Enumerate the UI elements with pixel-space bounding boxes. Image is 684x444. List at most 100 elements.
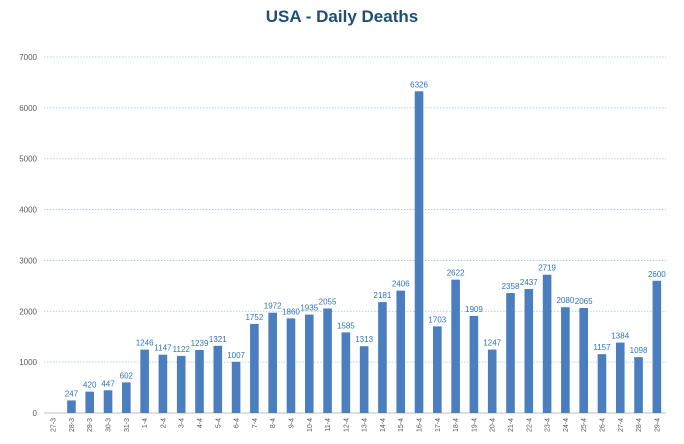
bar: [304, 314, 314, 413]
x-tick-label: 31-3: [124, 418, 131, 432]
bar: [67, 400, 76, 413]
bar: [140, 349, 149, 413]
bar: [542, 274, 552, 413]
bar: [231, 361, 241, 413]
x-tick-label: 7-4: [252, 418, 259, 428]
x-tick-label: 22-4: [526, 418, 533, 432]
data-label: 1313: [355, 335, 373, 344]
bar: [469, 315, 479, 413]
data-label: 1239: [191, 339, 209, 348]
bar: [451, 279, 460, 413]
x-tick-label: 2-4: [160, 418, 167, 428]
data-label: 2358: [502, 282, 520, 291]
data-label: 1752: [245, 313, 263, 322]
bar: [268, 312, 277, 413]
y-tick-label: 3000: [19, 256, 37, 265]
data-label: 2406: [392, 280, 410, 289]
bar: [487, 349, 497, 413]
data-label: 2055: [319, 297, 337, 306]
bar: [323, 308, 332, 413]
bar: [176, 355, 186, 413]
y-axis-ticks: 0 1000 2000 3000 4000 5000 6000 7000: [19, 53, 37, 418]
data-label: 420: [83, 381, 97, 390]
bar: [396, 290, 406, 413]
bar: [213, 345, 223, 413]
x-tick-label: 10-4: [307, 418, 314, 432]
y-tick-label: 5000: [19, 155, 37, 164]
data-label: 1122: [173, 345, 191, 354]
data-label: 1321: [209, 335, 227, 344]
bar: [634, 357, 643, 413]
bar: [433, 326, 442, 413]
x-tick-label: 28-4: [636, 418, 643, 432]
data-label: 2065: [575, 297, 593, 306]
x-axis-ticks: 27-3 28-3 29-3 30-3 31-3 1-4 2-4 3-4 4-4 5-4 6-4 7-…: [51, 418, 662, 432]
y-tick-label: 1000: [19, 358, 37, 367]
x-tick-label: 11-4: [325, 418, 332, 432]
bar: [85, 391, 95, 413]
data-label: 447: [101, 379, 115, 388]
bar: [286, 318, 296, 413]
data-label: 6326: [410, 80, 428, 89]
bar: [103, 390, 113, 413]
x-tick-label: 29-4: [654, 418, 661, 432]
x-tick-label: 6-4: [234, 418, 241, 428]
data-label: 1247: [483, 339, 501, 348]
bar: [579, 307, 588, 413]
data-label: 1098: [630, 346, 648, 355]
data-label: 1147: [154, 344, 172, 353]
x-tick-label: 30-3: [106, 418, 113, 432]
data-label: 1935: [300, 304, 318, 313]
x-tick-label: 20-4: [490, 418, 497, 432]
x-tick-label: 9-4: [288, 418, 295, 428]
chart-title: USA - Daily Deaths: [266, 7, 418, 26]
x-tick-label: 21-4: [508, 418, 515, 432]
x-tick-label: 12-4: [343, 418, 350, 432]
x-tick-label: 24-4: [563, 418, 570, 432]
data-label: 2600: [648, 270, 666, 279]
x-tick-label: 26-4: [599, 418, 606, 432]
x-tick-label: 17-4: [435, 418, 442, 432]
bar: [652, 280, 662, 413]
x-tick-label: 15-4: [398, 418, 405, 432]
data-label: 1703: [428, 315, 446, 324]
x-tick-label: 16-4: [417, 418, 424, 432]
data-label: 2719: [538, 264, 556, 273]
y-tick-label: 6000: [19, 104, 37, 113]
data-label: 1246: [136, 339, 154, 348]
data-label: 1384: [611, 332, 629, 341]
x-tick-label: 14-4: [380, 418, 387, 432]
data-label: 2437: [520, 278, 538, 287]
bar: [597, 354, 607, 413]
bar: [414, 91, 424, 414]
x-tick-label: 3-4: [179, 418, 186, 428]
x-tick-label: 1-4: [142, 418, 149, 428]
bar: [524, 289, 534, 413]
data-label: 1157: [593, 343, 611, 352]
data-label: 1007: [227, 351, 245, 360]
x-tick-label: 23-4: [545, 418, 552, 432]
x-tick-label: 29-3: [87, 418, 94, 432]
x-tick-label: 8-4: [270, 418, 277, 428]
data-label: 2080: [556, 296, 574, 305]
x-tick-label: 27-4: [618, 418, 625, 432]
x-tick-label: 4-4: [197, 418, 204, 428]
bar: [158, 354, 168, 413]
x-tick-label: 18-4: [453, 418, 460, 432]
data-label: 1860: [282, 307, 300, 316]
x-tick-label: 28-3: [69, 418, 76, 432]
data-label: 247: [65, 389, 79, 398]
data-label: 1909: [465, 305, 483, 314]
data-label: 602: [120, 371, 134, 380]
x-tick-label: 27-3: [51, 418, 58, 432]
x-tick-label: 5-4: [215, 418, 222, 428]
y-tick-label: 2000: [19, 307, 37, 316]
data-label: 2181: [374, 291, 392, 300]
bar: [122, 382, 131, 413]
data-label: 1972: [264, 302, 282, 311]
y-tick-label: 4000: [19, 206, 37, 215]
data-label: 1585: [337, 321, 355, 330]
bar: [561, 307, 570, 413]
